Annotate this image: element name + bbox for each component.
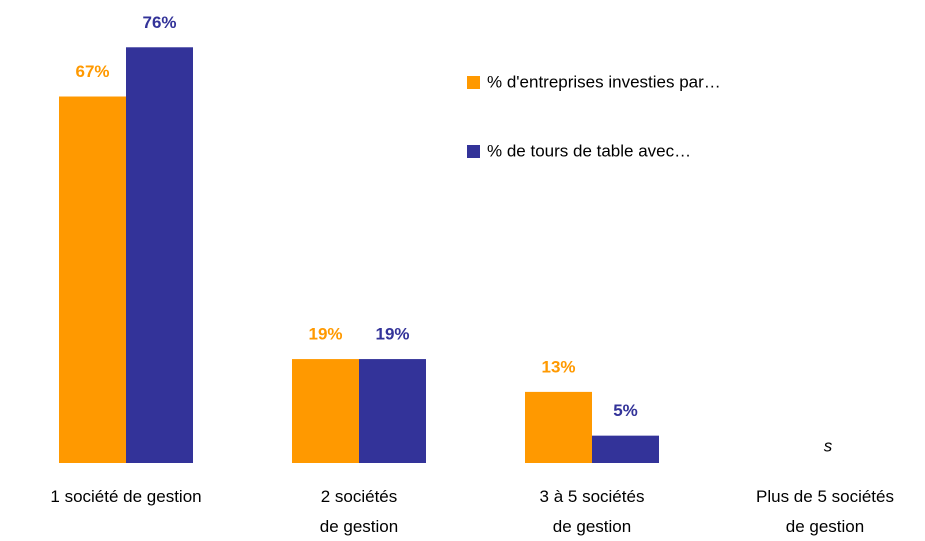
bar [292, 359, 359, 463]
value-label: 5% [613, 401, 638, 420]
x-tick-label: 1 société de gestion [50, 487, 202, 506]
legend-label: % d'entreprises investies par… [487, 72, 721, 91]
value-label: 13% [541, 357, 575, 376]
x-tick-label: Plus de 5 sociétés de gestion [756, 487, 894, 536]
bar [359, 359, 426, 463]
x-tick-label: 3 à 5 sociétés de gestion [539, 487, 645, 536]
value-label: 67% [75, 62, 109, 81]
value-label: 76% [142, 13, 176, 32]
legend-label: % de tours de table avec… [487, 141, 691, 160]
legend-swatch [467, 76, 480, 89]
bar [126, 47, 193, 463]
annotation: s [824, 436, 833, 455]
bar [592, 435, 659, 463]
value-label: 19% [308, 325, 342, 344]
value-label: 19% [375, 325, 409, 344]
x-tick-label: 2 sociétés de gestion [319, 487, 399, 536]
bar [525, 391, 592, 463]
legend-swatch [467, 145, 480, 158]
bar [59, 96, 126, 463]
